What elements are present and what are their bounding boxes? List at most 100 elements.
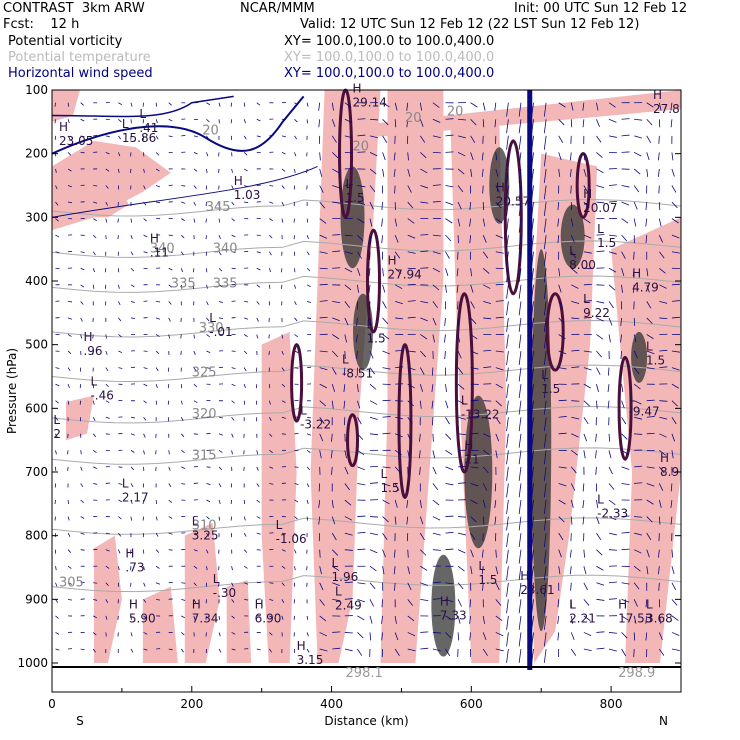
wind-vector bbox=[543, 119, 547, 134]
wind-vector bbox=[67, 450, 69, 455]
wind-vector bbox=[218, 416, 224, 419]
wind-vector bbox=[281, 284, 283, 289]
extremum-value: 27.8 bbox=[653, 102, 680, 116]
wind-vector bbox=[193, 433, 198, 435]
wind-vector bbox=[332, 234, 341, 236]
wind-vector bbox=[633, 549, 642, 554]
wind-vector bbox=[557, 615, 560, 624]
wind-vector bbox=[206, 102, 211, 106]
extremum-marker: L3.68 bbox=[646, 597, 673, 625]
extremum-value: 7.34 bbox=[192, 611, 219, 625]
wind-vector bbox=[558, 284, 562, 293]
wind-vector bbox=[620, 350, 622, 360]
wind-vector bbox=[319, 400, 327, 407]
isentrope-line bbox=[51, 240, 682, 258]
extremum-letter: H bbox=[653, 88, 662, 102]
wind-vector bbox=[118, 152, 121, 157]
wind-vector bbox=[557, 599, 560, 608]
wind-vector bbox=[318, 516, 321, 525]
wind-vector bbox=[445, 531, 454, 534]
wind-vector bbox=[294, 483, 299, 485]
extremum-marker: H4.79 bbox=[632, 266, 659, 294]
extremum-value: .11 bbox=[150, 245, 169, 259]
wind-vector bbox=[243, 516, 246, 521]
wind-vector bbox=[558, 549, 562, 558]
wind-vector bbox=[621, 201, 630, 206]
wind-vector bbox=[457, 168, 465, 175]
wind-vector bbox=[357, 185, 366, 188]
wind-vector bbox=[518, 516, 522, 531]
wind-vector bbox=[130, 416, 135, 419]
wind-vector bbox=[671, 400, 678, 407]
wind-vector bbox=[671, 433, 676, 442]
wind-vector bbox=[596, 499, 599, 508]
wind-vector bbox=[319, 615, 327, 622]
wind-vector bbox=[506, 202, 509, 216]
wind-vector bbox=[406, 102, 409, 111]
wind-vector bbox=[445, 417, 450, 425]
extremum-letter: H bbox=[353, 82, 362, 96]
wind-vector bbox=[420, 350, 427, 358]
wind-vector bbox=[369, 599, 375, 607]
wind-vector bbox=[130, 235, 133, 240]
wind-vector bbox=[67, 317, 72, 320]
wind-vector bbox=[420, 549, 427, 556]
wind-vector bbox=[634, 482, 643, 484]
wind-vector bbox=[118, 135, 121, 140]
wind-vector bbox=[659, 349, 668, 352]
wind-vector bbox=[143, 168, 145, 173]
extremum-value: .41 bbox=[139, 121, 158, 135]
wind-vector bbox=[420, 598, 429, 601]
extremum-marker: H23.61 bbox=[520, 569, 554, 597]
wind-vector bbox=[269, 417, 272, 421]
wind-vector bbox=[55, 566, 57, 571]
wind-vector bbox=[483, 433, 491, 438]
wind-vector bbox=[558, 135, 564, 143]
wind-vector bbox=[518, 301, 522, 316]
wind-vector bbox=[456, 268, 459, 277]
wind-vector bbox=[67, 582, 72, 585]
wind-vector bbox=[506, 284, 509, 299]
wind-vector bbox=[558, 416, 567, 418]
wind-vector bbox=[55, 185, 58, 190]
wind-vector bbox=[659, 251, 665, 259]
wind-vector bbox=[658, 499, 662, 508]
wind-vector bbox=[318, 483, 321, 492]
init-time: Init: 00 UTC Sun 12 Feb 12 bbox=[514, 1, 688, 16]
wind-vector bbox=[420, 565, 428, 571]
wind-vector bbox=[218, 218, 221, 223]
wind-vector bbox=[671, 615, 679, 621]
wind-vector bbox=[155, 400, 158, 405]
wind-vector bbox=[543, 268, 547, 283]
wind-vector bbox=[596, 565, 604, 571]
wind-vector bbox=[583, 549, 585, 558]
wind-vector bbox=[369, 383, 377, 390]
extremum-letter: L bbox=[192, 515, 199, 529]
wind-vector bbox=[608, 284, 616, 291]
wind-vector bbox=[306, 300, 312, 303]
extremum-letter: H bbox=[632, 266, 641, 280]
wind-vector bbox=[369, 532, 378, 536]
wind-vector bbox=[344, 466, 349, 475]
wind-vector bbox=[583, 582, 588, 591]
extremum-value: -8.51 bbox=[342, 366, 373, 380]
extremum-letter: H bbox=[125, 547, 134, 561]
wind-vector bbox=[483, 300, 492, 304]
wind-vector bbox=[608, 648, 617, 652]
wind-vector bbox=[570, 185, 572, 194]
wind-vector bbox=[92, 400, 95, 405]
wind-vector bbox=[294, 301, 297, 306]
wind-vector bbox=[407, 152, 409, 161]
wind-vector bbox=[482, 466, 489, 474]
pv-contour bbox=[365, 228, 381, 334]
wind-vector bbox=[369, 218, 373, 227]
wind-vector bbox=[281, 582, 285, 587]
pv-core-region bbox=[431, 554, 456, 657]
wind-vector bbox=[432, 135, 441, 139]
wind-vector bbox=[281, 168, 286, 172]
wind-vector bbox=[457, 152, 466, 157]
wind-vector bbox=[118, 367, 123, 369]
wind-vector bbox=[457, 532, 466, 536]
wind-vector bbox=[344, 516, 353, 521]
wind-vector bbox=[543, 301, 547, 316]
